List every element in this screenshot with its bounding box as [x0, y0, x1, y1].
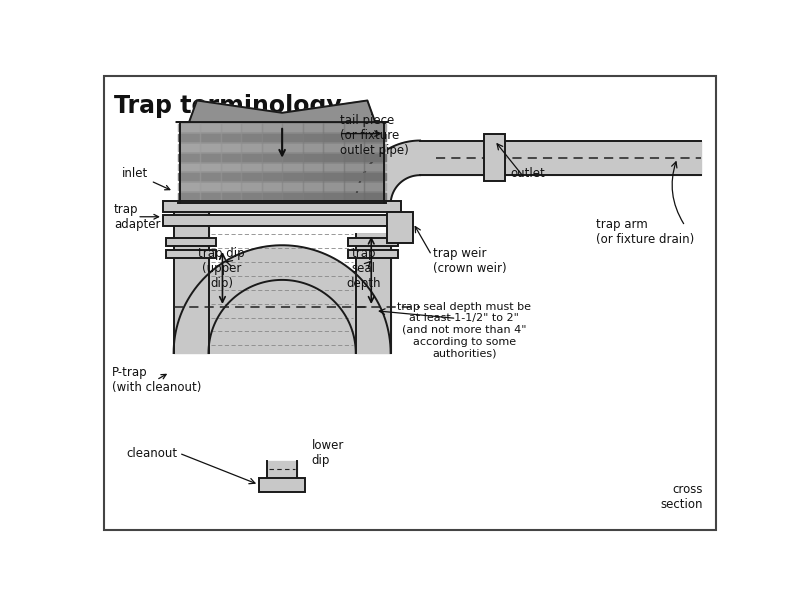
Polygon shape	[356, 140, 420, 205]
Bar	[386, 212, 413, 243]
Text: trap dip
(upper
dip): trap dip (upper dip)	[198, 247, 245, 290]
Text: lower
dip: lower dip	[311, 439, 344, 467]
Text: cross
section: cross section	[661, 483, 703, 511]
Bar	[166, 238, 216, 246]
Text: cleanout: cleanout	[126, 446, 178, 460]
Polygon shape	[174, 245, 390, 353]
Polygon shape	[174, 233, 390, 353]
Text: outlet: outlet	[510, 167, 546, 180]
Polygon shape	[177, 100, 387, 122]
Bar	[162, 202, 402, 212]
Bar	[259, 478, 306, 491]
Text: tail piece
(or fixture
outlet pipe): tail piece (or fixture outlet pipe)	[340, 113, 409, 157]
Text: P-trap
(with cleanout): P-trap (with cleanout)	[112, 366, 201, 394]
Bar	[348, 250, 398, 259]
Text: trap
adapter: trap adapter	[114, 203, 161, 231]
Text: Trap terminology: Trap terminology	[114, 94, 342, 118]
Text: trap weir
(crown weir): trap weir (crown weir)	[434, 247, 507, 275]
Bar	[348, 238, 398, 246]
Bar	[484, 134, 506, 181]
Text: trap
seal
depth: trap seal depth	[346, 247, 381, 290]
Bar	[162, 215, 402, 226]
Text: inlet: inlet	[122, 167, 170, 190]
Bar	[166, 250, 216, 259]
Text: trap seal depth must be
at least 1-1/2" to 2"
(and not more than 4"
according to: trap seal depth must be at least 1-1/2" …	[398, 302, 531, 358]
Text: trap arm
(or fixture drain): trap arm (or fixture drain)	[596, 218, 694, 246]
